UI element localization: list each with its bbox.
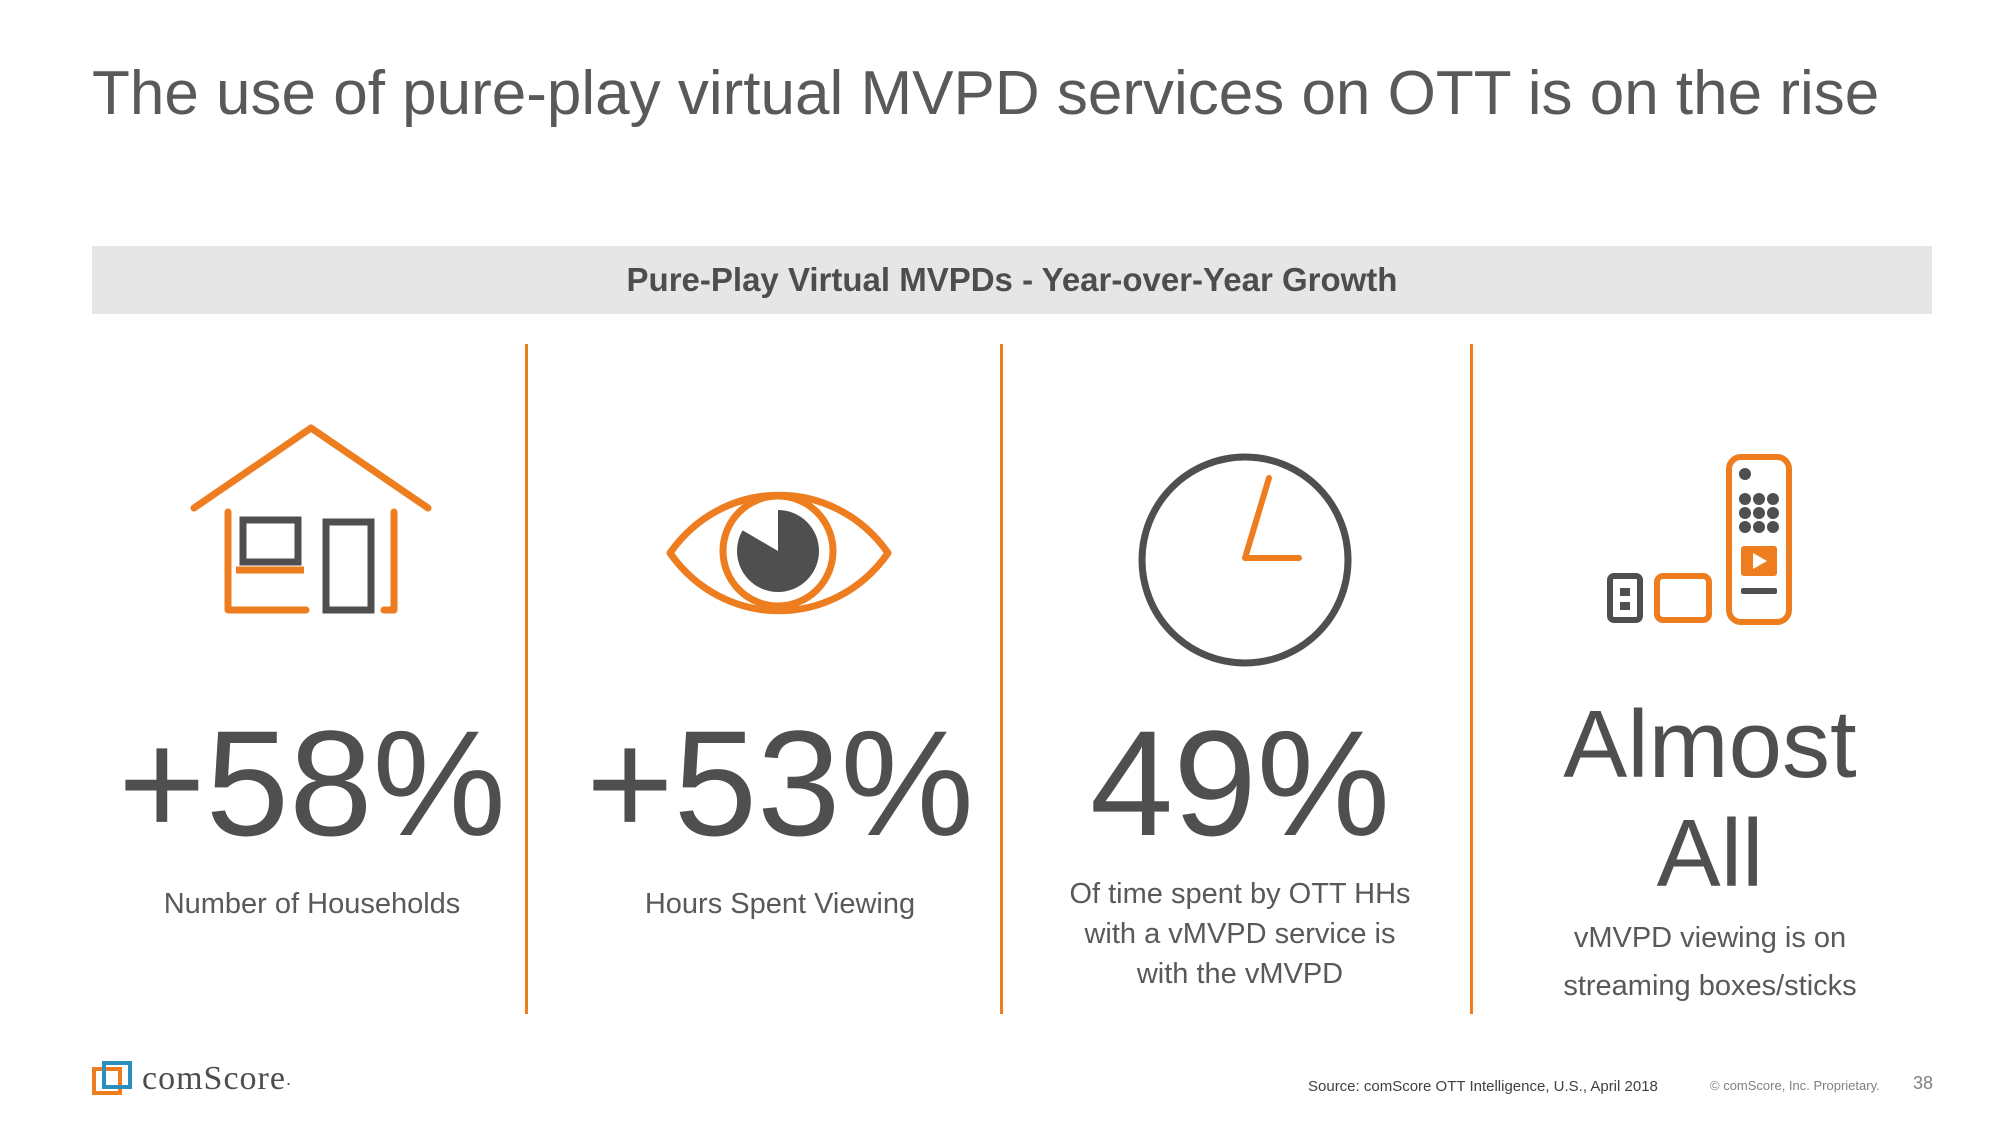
stat-label-hours: Hours Spent Viewing (644, 888, 916, 920)
page-number: 38 (1913, 1073, 1934, 1093)
comscore-logo-icon (92, 1061, 132, 1095)
streaming-devices-icon (1607, 454, 1792, 625)
stat-label-households: Number of Households (163, 888, 461, 920)
stat-label-devices: vMVPD viewing is on streaming boxes/stic… (1563, 922, 1857, 1002)
comscore-logo: comScore. (92, 1060, 291, 1098)
logo-text: comScore (142, 1060, 286, 1097)
banner-title: Pure-Play Virtual MVPDs - Year-over-Year… (626, 261, 1398, 298)
stat-value-households: +58% (118, 699, 506, 867)
stat-value-hours: +53% (586, 699, 974, 867)
stat-label-time-share: Of time spent by OTT HHs with a vMVPD se… (1069, 878, 1411, 990)
slide-title: The use of pure-play virtual MVPD servic… (92, 59, 1880, 128)
house-icon (190, 424, 432, 614)
clock-icon (1138, 453, 1352, 667)
column-divider (525, 344, 528, 1014)
stat-value-time-share: 49% (1089, 699, 1391, 867)
logo-mark: . (285, 1068, 291, 1089)
source-note: Source: comScore OTT Intelligence, U.S.,… (1308, 1078, 1658, 1095)
column-divider (1000, 344, 1003, 1014)
copyright-note: © comScore, Inc. Proprietary. (1710, 1078, 1880, 1093)
eye-icon (666, 491, 892, 615)
stat-value-devices: Almost All (1563, 691, 1857, 908)
section-banner: Pure-Play Virtual MVPDs - Year-over-Year… (92, 246, 1932, 314)
column-divider (1470, 344, 1473, 1014)
